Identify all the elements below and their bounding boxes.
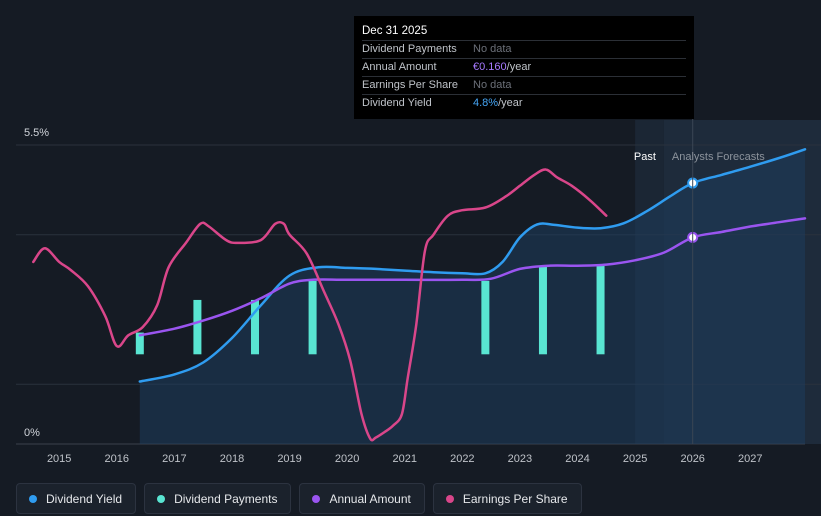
dividend-payment-bar: [308, 280, 317, 355]
legend-dot-icon: [29, 494, 37, 503]
tooltip-value: €0.160: [473, 61, 507, 73]
tooltip-row-dividend-yield: Dividend Yield 4.8% /year: [362, 94, 686, 112]
legend-label: Annual Amount: [329, 491, 411, 506]
x-tick-label: 2016: [105, 453, 129, 465]
dividend-yield-line: [138, 148, 807, 383]
chart-legend: Dividend Yield Dividend Payments Annual …: [16, 483, 582, 514]
dividend-payment-bars: [135, 265, 605, 355]
legend-label: Dividend Yield: [46, 491, 123, 506]
x-tick-label: 2021: [392, 453, 416, 465]
tooltip-label: Annual Amount: [362, 61, 437, 73]
x-tick-label: 2017: [162, 453, 186, 465]
tooltip-label: Dividend Yield: [362, 97, 432, 109]
legend-dividend-payments[interactable]: Dividend Payments: [144, 483, 292, 514]
tooltip-label: Earnings Per Share: [362, 79, 458, 91]
dividend-payment-bar: [135, 332, 144, 355]
chart-lines: [32, 148, 807, 442]
past-label: Past: [634, 151, 656, 163]
dividend-payment-bar: [251, 299, 260, 355]
legend-earnings-per-share[interactable]: Earnings Per Share: [432, 483, 582, 514]
tooltip-row-dividend-payments: Dividend Payments No data: [362, 40, 686, 58]
dividend-payment-bar: [481, 280, 490, 355]
earnings-per-share-line: [32, 168, 608, 442]
x-tick-label: 2026: [680, 453, 704, 465]
x-tick-label: 2018: [220, 453, 244, 465]
annual-amount-line: [138, 217, 807, 337]
x-tick-label: 2025: [623, 453, 647, 465]
tooltip-value: No data: [473, 43, 512, 55]
legend-dot-icon: [445, 494, 454, 503]
legend-annual-amount[interactable]: Annual Amount: [299, 483, 425, 514]
chart-tooltip: Dec 31 2025 Dividend Payments No data An…: [354, 16, 694, 119]
tooltip-label: Dividend Payments: [362, 43, 457, 55]
chart-labels: 5.5% 0% 2015 2016 2017 2018 2019 2020 2021 2022 20…: [24, 119, 765, 465]
dividend-payment-bar: [596, 265, 605, 355]
tooltip-row-earnings-per-share: Earnings Per Share No data: [362, 76, 686, 94]
tooltip-suffix: /year: [506, 61, 532, 73]
dividend-yield-area: [139, 149, 806, 445]
tooltip-date: Dec 31 2025: [362, 25, 428, 37]
tooltip-row-annual-amount: Annual Amount €0.160 /year: [362, 58, 686, 76]
dividend-payment-bar: [538, 265, 547, 355]
legend-dividend-yield[interactable]: Dividend Yield: [16, 483, 137, 514]
chart-plot: 5.5% 0% 2015 2016 2017 2018 2019 2020 2021 2022 20…: [16, 119, 821, 465]
x-tick-label: 2019: [277, 453, 301, 465]
x-tick-label: 2015: [47, 453, 71, 465]
x-tick-label: 2020: [335, 453, 359, 465]
yield-area: [139, 149, 806, 445]
forecast-label: Analysts Forecasts: [672, 151, 765, 163]
x-tick-label: 2024: [565, 453, 589, 465]
dividend-payment-bar: [193, 299, 202, 355]
y-tick-label: 0%: [24, 427, 40, 439]
x-tick-label: 2027: [738, 453, 762, 465]
tooltip-value: No data: [473, 79, 512, 91]
legend-label: Dividend Payments: [174, 491, 278, 506]
legend-dot-icon: [157, 494, 166, 503]
x-tick-label: 2023: [508, 453, 532, 465]
x-tick-label: 2022: [450, 453, 474, 465]
tooltip-value: 4.8%: [473, 97, 499, 109]
legend-dot-icon: [312, 494, 321, 503]
tooltip-suffix: /year: [498, 97, 523, 109]
y-tick-label: 5.5%: [24, 127, 49, 139]
legend-label: Earnings Per Share: [462, 491, 568, 506]
